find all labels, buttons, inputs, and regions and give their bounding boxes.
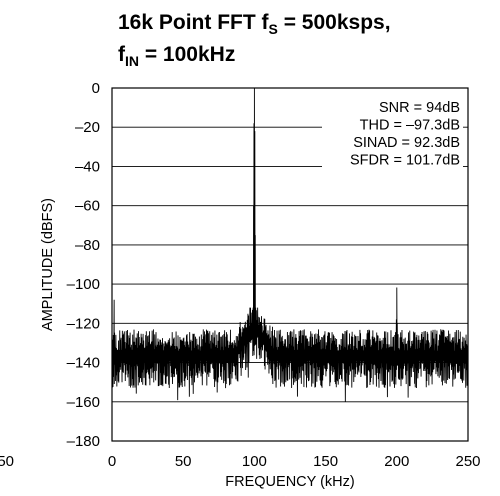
y-axis-label: AMPLITUDE (dBFS) — [40, 198, 56, 331]
y-tick-label: –40 — [75, 158, 100, 175]
plot-frame — [111, 87, 469, 442]
x-axis-label: FREQUENCY (kHz) — [225, 474, 354, 490]
x-tick-label: 150 — [313, 453, 338, 470]
y-tick-label: –140 — [67, 355, 100, 372]
chart-title-line2: fIN = 100kHz — [118, 43, 235, 69]
annotation-background — [322, 98, 463, 170]
y-tick-label: –60 — [75, 198, 100, 215]
x-tick-label: 0 — [108, 453, 116, 470]
y-tick-label: –180 — [67, 433, 100, 450]
annotation-thd: THD = –97.3dB — [360, 118, 460, 134]
fft-spectrum-line — [111, 87, 469, 402]
y-tick-label: –20 — [75, 119, 100, 136]
chart-title-line1: 16k Point FFT fS = 500ksps, — [118, 11, 391, 37]
annotation-sinad: SINAD = 92.3dB — [353, 135, 460, 151]
y-tick-label: –100 — [67, 276, 100, 293]
annotation-snr: SNR = 94dB — [379, 100, 460, 116]
y-tick-label: –160 — [67, 394, 100, 411]
cropped-tick-fragment: 50 — [0, 453, 14, 470]
x-tick-label: 250 — [455, 453, 480, 470]
y-tick-label: 0 — [92, 80, 100, 97]
x-tick-label: 100 — [242, 453, 267, 470]
spectrum-trace — [111, 87, 469, 402]
y-tick-label: –80 — [75, 237, 100, 254]
annotation-sfdr: SFDR = 101.7dB — [350, 153, 460, 169]
x-tick-labels: 0 50 100 150 200 250 — [108, 453, 481, 470]
x-tick-label: 200 — [384, 453, 409, 470]
y-tick-labels: 0 –20 –40 –60 –80 –100 –120 –140 –160 –180 — [67, 80, 100, 450]
y-tick-label: –120 — [67, 315, 100, 332]
annotation-box: SNR = 94dB THD = –97.3dB SINAD = 92.3dB … — [322, 98, 463, 170]
x-tick-label: 50 — [175, 453, 192, 470]
